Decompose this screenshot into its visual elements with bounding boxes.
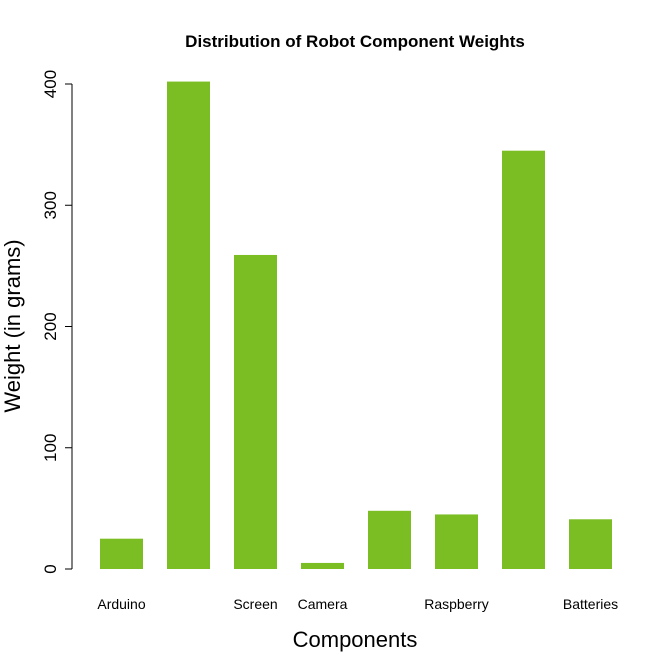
bar-5 — [435, 514, 478, 569]
bar-1 — [167, 81, 210, 569]
x-axis-title: Components — [293, 627, 418, 652]
y-tick-label-3: 300 — [41, 191, 60, 219]
bars-group — [100, 81, 612, 569]
x-tick-label-2: Screen — [233, 596, 277, 612]
y-tick-label-2: 200 — [41, 312, 60, 340]
y-tick-label-0: 0 — [41, 564, 60, 573]
bar-2 — [234, 254, 277, 569]
bar-3 — [301, 562, 344, 569]
y-tick-label-1: 100 — [41, 434, 60, 462]
bar-6 — [502, 150, 545, 569]
y-axis-title: Weight (in grams) — [0, 239, 25, 412]
bar-4 — [368, 510, 411, 569]
x-tick-label-7: Batteries — [563, 596, 618, 612]
x-tick-label-3: Camera — [298, 596, 348, 612]
y-axis: 0 100 200 300 400 — [41, 70, 73, 574]
y-tick-label-4: 400 — [41, 70, 60, 98]
chart-title: Distribution of Robot Component Weights — [185, 32, 525, 51]
x-tick-label-0: Arduino — [97, 596, 145, 612]
bar-0 — [100, 538, 143, 569]
x-axis-labels: Arduino Screen Camera Raspberry Batteries — [97, 596, 618, 612]
x-tick-label-5: Raspberry — [424, 596, 489, 612]
bar-7 — [569, 519, 612, 569]
